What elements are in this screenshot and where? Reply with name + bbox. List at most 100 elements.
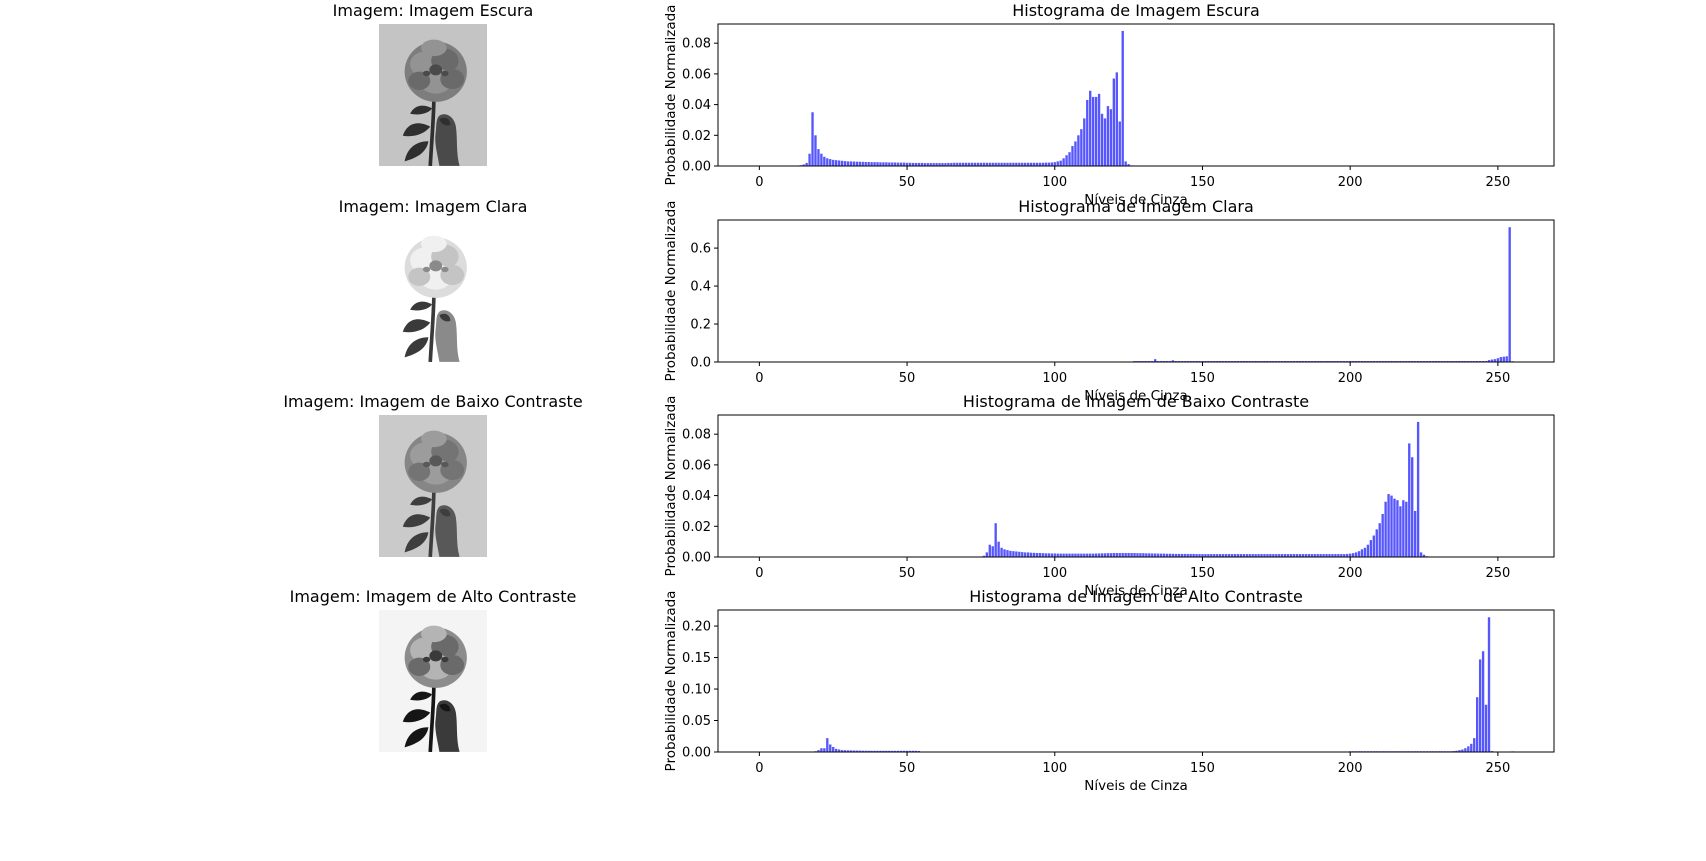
x-tick-label: 200 [1338, 175, 1363, 190]
y-axis-label: Probabilidade Normalizada [663, 201, 679, 382]
plot-frame [717, 23, 1555, 167]
histogram-bar [1481, 651, 1485, 752]
histogram-bar [1041, 553, 1045, 557]
histogram-bar [1062, 553, 1065, 557]
histogram-bar [1056, 553, 1059, 557]
x-tick-label: 150 [1190, 761, 1215, 776]
histogram-bar [1230, 554, 1234, 557]
histogram-bar [870, 750, 873, 752]
histogram-bar [817, 149, 820, 166]
flower-photo [379, 610, 487, 752]
histogram-bar [1313, 554, 1316, 557]
histogram-bar [1038, 162, 1042, 166]
histogram-bar [1012, 162, 1015, 166]
histogram-bar [870, 162, 873, 166]
histogram-bar [1286, 554, 1290, 557]
histogram-bar [834, 160, 838, 166]
histogram-bar [858, 750, 861, 752]
histogram-bar [891, 162, 894, 166]
histogram-bar [1021, 552, 1024, 557]
histogram-bar [908, 750, 912, 752]
histogram-bar [1284, 554, 1287, 557]
y-tick-label: 0.2 [690, 318, 711, 333]
histogram-bar [1210, 554, 1213, 557]
histogram-bar [1470, 743, 1473, 752]
x-tick-label: 200 [1338, 566, 1363, 581]
x-tick-label: 200 [1338, 371, 1363, 386]
chart-title: Histograma de Imagem Escura [1012, 1, 1260, 20]
x-tick-label: 250 [1485, 175, 1510, 190]
histogram-bar [1307, 554, 1310, 557]
histogram-bar [1496, 358, 1500, 362]
histogram-bar [1168, 553, 1172, 557]
histogram-bar [1195, 554, 1198, 557]
histogram-bar [897, 162, 900, 166]
histogram-bar [846, 750, 850, 752]
histogram-bar [1476, 697, 1479, 752]
histogram-bar [1278, 554, 1281, 557]
histogram-bar [1032, 162, 1036, 166]
histogram-bar [879, 162, 882, 166]
histogram-bar [1097, 93, 1101, 166]
histogram-bar [1171, 553, 1175, 557]
y-tick-label: 0.05 [682, 714, 711, 729]
histogram-bar [817, 750, 820, 752]
histogram-bar [864, 750, 867, 752]
histogram-bar [1029, 162, 1033, 166]
histogram-bar [1029, 552, 1033, 557]
y-axis-label: Probabilidade Normalizada [663, 5, 679, 186]
histogram-bar [1478, 659, 1482, 752]
histogram-bar [1035, 553, 1039, 557]
histogram-bar [1053, 162, 1056, 166]
histogram-bar [1399, 506, 1402, 557]
histogram-bar [843, 750, 847, 752]
histogram-bar [1021, 162, 1024, 166]
histogram-bar [832, 746, 835, 752]
histogram-bar [1171, 360, 1175, 362]
histogram-bar [988, 544, 991, 557]
histogram-bar [1257, 554, 1260, 557]
x-tick-label: 100 [1042, 371, 1067, 386]
plot-frame [717, 219, 1555, 363]
histogram-bar [1348, 553, 1352, 557]
histogram-bar [1221, 554, 1225, 557]
histogram-bar [882, 162, 885, 166]
histogram-bar [1325, 554, 1328, 557]
histogram-bar [911, 162, 915, 166]
histogram-chart: Histograma de Imagem Escura 0 50 100 150 200 2… [663, 1, 1555, 208]
histogram-bar [1050, 553, 1053, 557]
histogram-bar [1502, 356, 1505, 362]
histogram-bar [849, 750, 853, 752]
histogram-bar [897, 750, 900, 752]
x-axis-label: Níveis de Cinza [1084, 583, 1187, 599]
histogram-bar [1035, 162, 1039, 166]
histogram-bar [1080, 129, 1083, 166]
histogram-bar [1086, 99, 1089, 166]
y-tick-label: 0.20 [682, 620, 711, 635]
x-axis-label: Níveis de Cinza [1084, 388, 1187, 404]
histogram-bar [1310, 554, 1313, 557]
y-tick-label: 0.4 [690, 280, 711, 295]
x-tick-label: 50 [899, 566, 916, 581]
histogram-bar [1340, 554, 1343, 557]
histogram-bar [823, 156, 826, 166]
histogram-bar [1071, 146, 1074, 166]
histogram-bar [1115, 72, 1118, 166]
histogram-bar [962, 162, 965, 166]
histogram-bar [1003, 549, 1006, 557]
histogram-bar [991, 162, 994, 166]
histogram-bar [1281, 554, 1284, 557]
histogram-bar [902, 162, 906, 166]
histogram-bar [1083, 553, 1086, 557]
histogram-bar [1083, 118, 1086, 166]
histogram-bar [843, 161, 847, 166]
histogram-bar [1018, 162, 1021, 166]
histogram-bar [1461, 749, 1464, 752]
histogram-bar [1292, 554, 1296, 557]
histogram-bar [1227, 554, 1231, 557]
histogram-bar [1316, 554, 1319, 557]
histogram-bar [1127, 164, 1130, 166]
x-tick-label: 150 [1190, 175, 1215, 190]
histogram-bar [941, 163, 944, 166]
histogram-bar [837, 749, 841, 752]
